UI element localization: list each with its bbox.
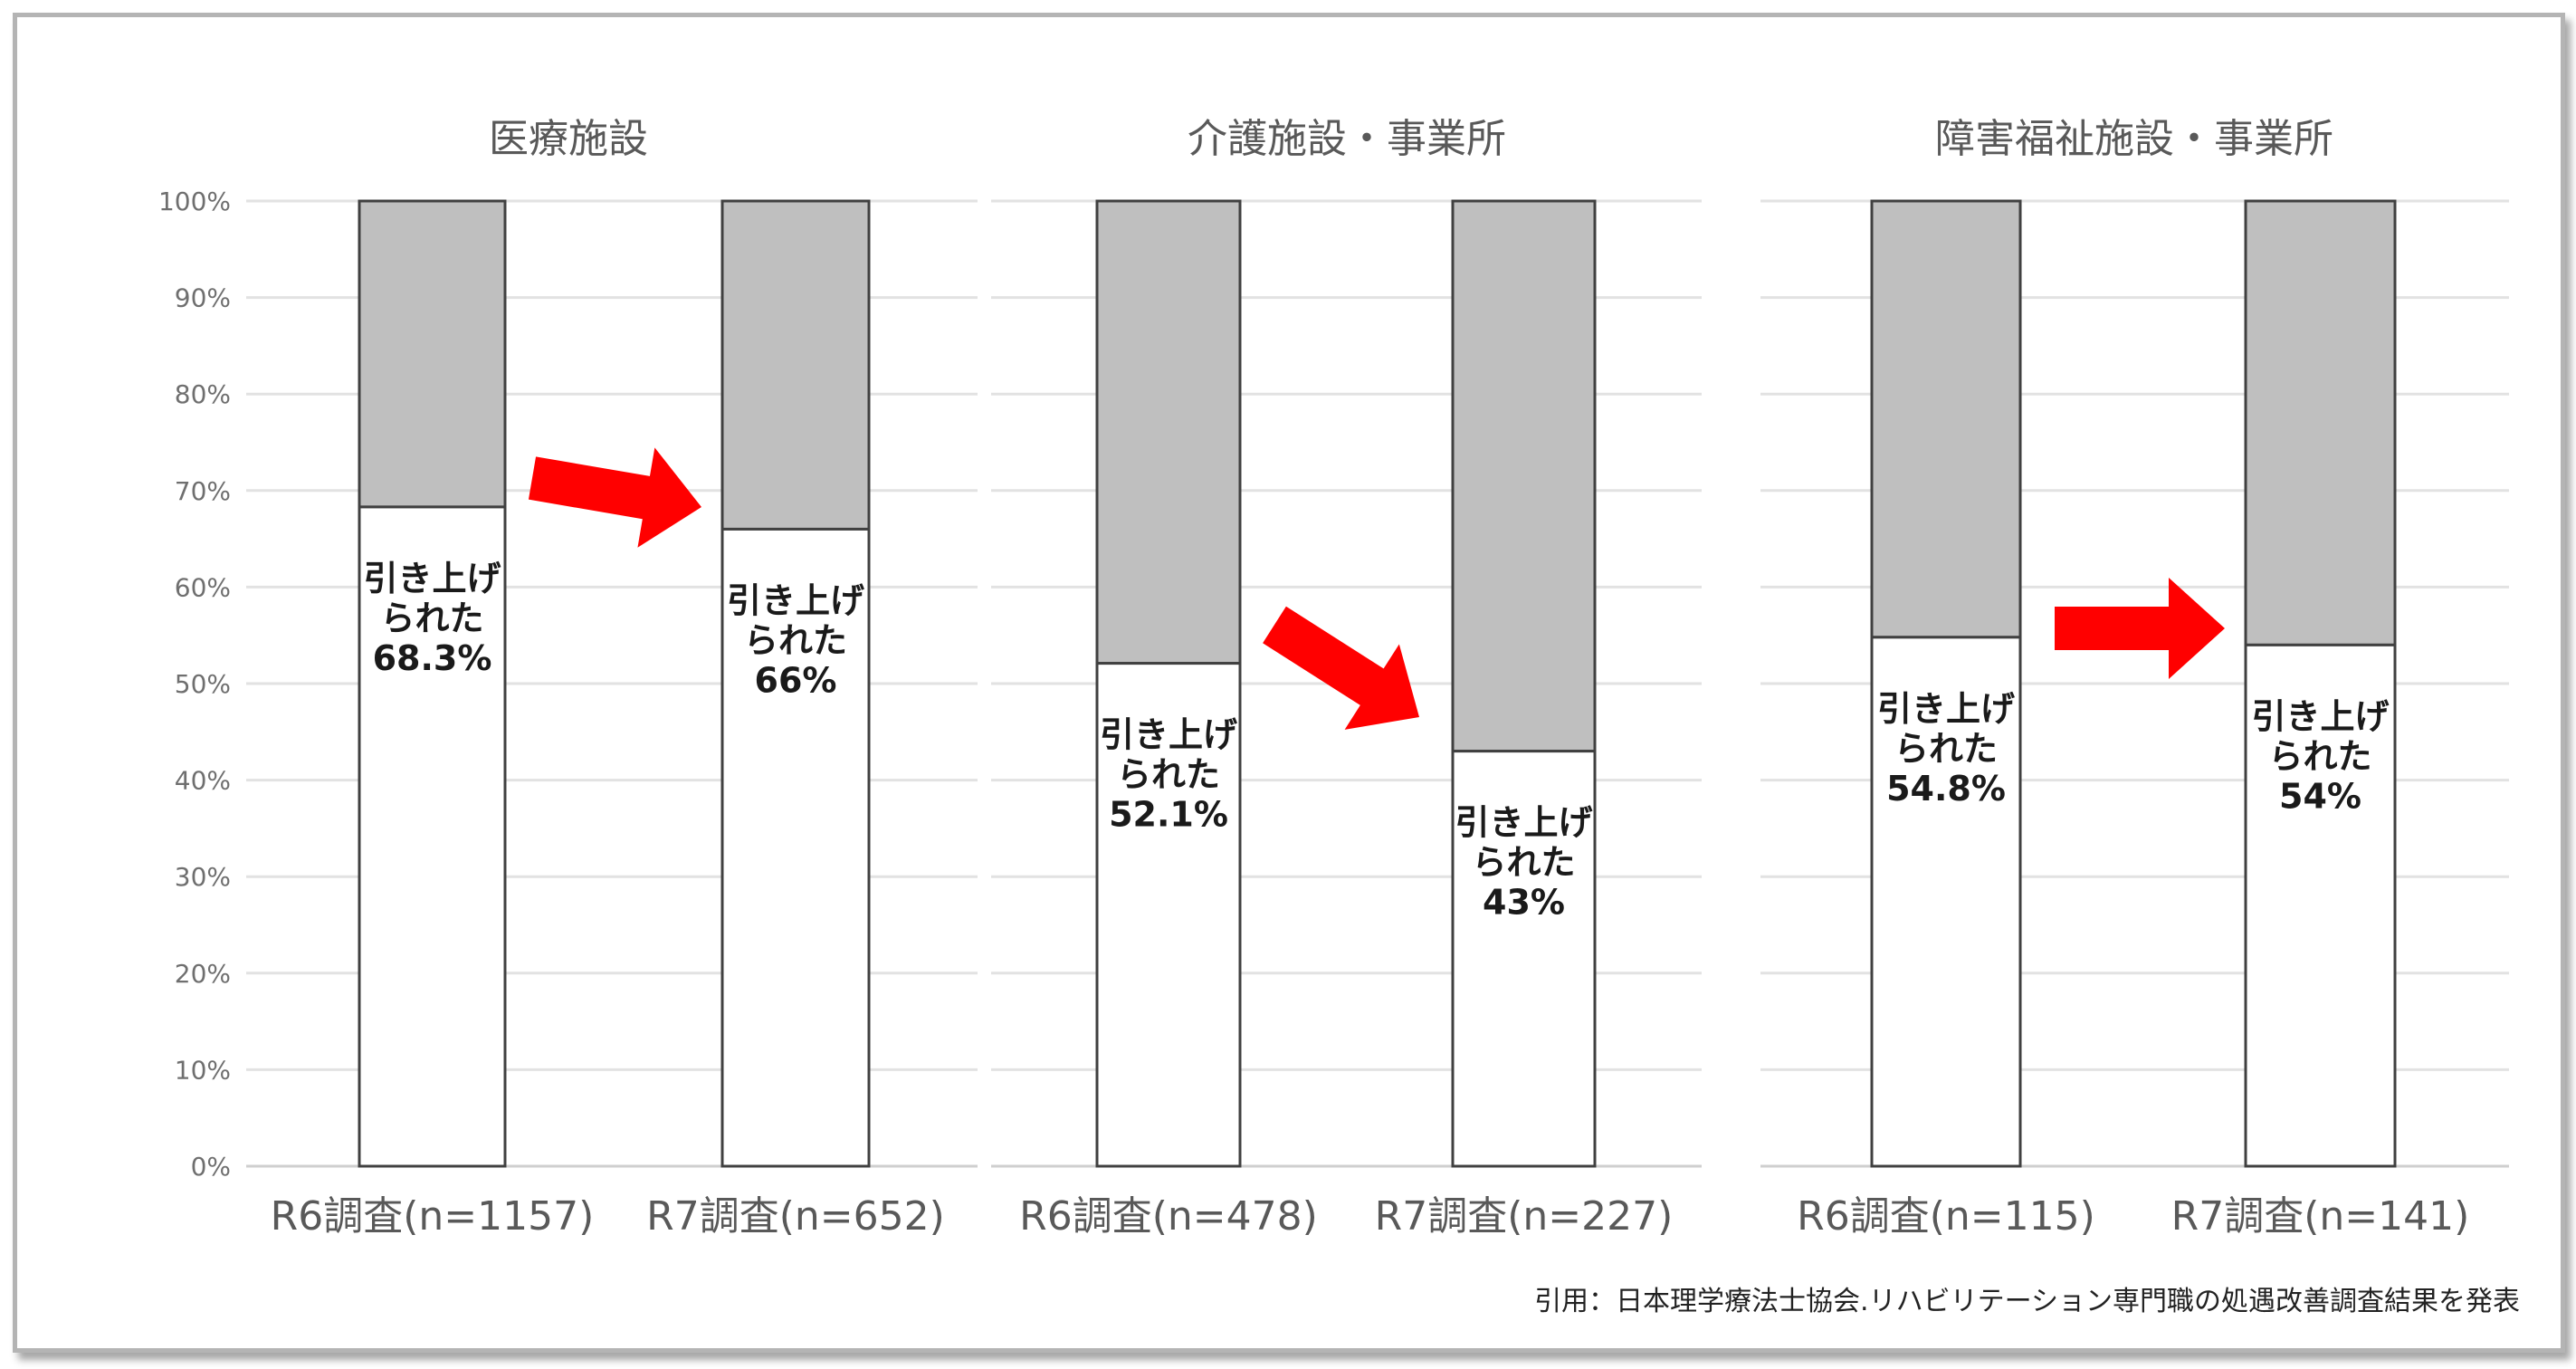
bar-segment-other <box>1451 199 1597 753</box>
panel-title: 介護施設・事業所 <box>1188 116 1506 162</box>
data-label: られた <box>380 598 483 638</box>
category-label: R6調査(n=478) <box>1019 1193 1318 1240</box>
category-label: R7調査(n=141) <box>2171 1193 2470 1240</box>
y-tick-label: 80% <box>175 379 231 409</box>
bar-segment-other <box>720 199 871 531</box>
data-label: 52.1% <box>1109 795 1228 835</box>
bar-segment-raised <box>720 527 871 1168</box>
data-label: られた <box>1894 729 1998 769</box>
category-label: R6調査(n=1157) <box>271 1193 595 1240</box>
bar-segment-raised <box>2244 643 2397 1168</box>
bar-segment-raised <box>1451 750 1597 1168</box>
y-tick-label: 60% <box>175 572 231 602</box>
data-label: 引き上げ <box>2251 696 2389 736</box>
data-label: 引き上げ <box>1877 689 2015 729</box>
bar-segment-other <box>1870 199 2022 639</box>
y-tick-label: 30% <box>175 862 231 892</box>
data-label: 54.8% <box>1886 769 2006 809</box>
data-label: られた <box>1472 843 1575 883</box>
y-tick-label: 70% <box>175 476 231 506</box>
bar-segment-other <box>358 199 507 509</box>
data-label: 引き上げ <box>727 580 864 620</box>
panel-title: 医療施設 <box>489 116 648 162</box>
bar-segment-raised <box>1095 662 1242 1168</box>
data-label: られた <box>2268 736 2371 776</box>
bar-segment-raised <box>1870 636 2022 1168</box>
y-tick-label: 20% <box>175 959 231 989</box>
bar-segment-raised <box>358 505 507 1168</box>
category-label: R7調査(n=652) <box>646 1193 945 1240</box>
panel-title: 障害福祉施設・事業所 <box>1935 116 2333 162</box>
y-tick-label: 40% <box>175 766 231 796</box>
trend-arrow <box>1263 606 1420 730</box>
data-label: 66% <box>755 660 837 700</box>
data-label: 54% <box>2279 776 2361 816</box>
trend-arrow <box>528 447 702 548</box>
category-label: R7調査(n=227) <box>1375 1193 1674 1240</box>
y-tick-label: 10% <box>175 1055 231 1085</box>
data-label: られた <box>744 620 847 660</box>
y-tick-label: 0% <box>191 1152 231 1182</box>
trend-arrow <box>2055 578 2225 679</box>
y-tick-label: 90% <box>175 283 231 313</box>
data-label: 引き上げ <box>1100 715 1237 755</box>
data-label: 43% <box>1483 883 1565 923</box>
data-label: られた <box>1117 755 1220 795</box>
bar-segment-other <box>1095 199 1242 665</box>
y-tick-label: 100% <box>158 187 231 216</box>
citation-text: 引用：日本理学療法士協会.リハビリテーション専門職の処遇改善調査結果を発表 <box>1534 1286 2520 1317</box>
bar-segment-other <box>2244 199 2397 646</box>
category-label: R6調査(n=115) <box>1797 1193 2095 1240</box>
data-label: 引き上げ <box>1455 803 1592 843</box>
data-label: 引き上げ <box>363 559 501 598</box>
data-label: 68.3% <box>373 638 492 678</box>
y-tick-label: 50% <box>175 669 231 699</box>
